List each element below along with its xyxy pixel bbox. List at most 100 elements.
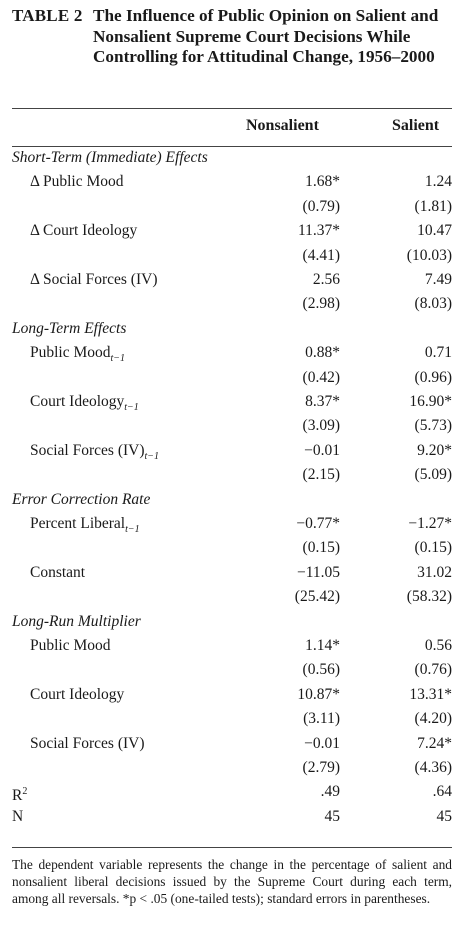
cell-nonsalient: 11.37*: [297, 222, 340, 240]
row-label: Δ Social Forces (IV): [30, 268, 157, 292]
cell-nonsalient: (0.56): [302, 661, 340, 679]
row-label-superscript: 2: [22, 786, 28, 798]
cell-salient: 9.20*: [417, 441, 452, 459]
row-label-subscript: t−1: [144, 450, 160, 462]
cell-nonsalient: 1.68*: [305, 173, 340, 191]
row-label-text: Δ Social Forces (IV): [30, 271, 158, 288]
section-label: Long-Term Effects: [12, 317, 126, 341]
cell-salient: 1.24: [424, 173, 452, 191]
row-label-text: Social Forces (IV): [30, 441, 145, 459]
table-row: Percent Liberalt−1 −0.77* −1.27*: [0, 512, 462, 536]
table-title: The Influence of Public Opinion on Salie…: [93, 6, 439, 66]
table-row: Social Forces (IV)t−1 −0.01 9.20*: [0, 439, 462, 463]
column-header-nonsalient: Nonsalient: [246, 117, 319, 134]
cell-salient: (4.36): [414, 759, 452, 776]
row-label: Percent Liberalt−1: [30, 512, 140, 542]
row-label: Court Ideology: [30, 683, 124, 707]
stderr-row: (0.42) (0.96): [0, 366, 462, 390]
cell-salient: 0.56: [424, 637, 452, 654]
cell-nonsalient: (4.41): [302, 246, 340, 264]
cell-nonsalient: (3.11): [303, 710, 340, 728]
stderr-row: (0.79) (1.81): [0, 195, 462, 219]
cell-nonsalient: (0.42): [302, 368, 340, 386]
row-label: Court Ideologyt−1: [30, 390, 139, 420]
cell-nonsalient: (0.15): [302, 539, 340, 557]
cell-salient: .64: [432, 783, 452, 801]
row-label-subscript: t−1: [124, 402, 139, 414]
cell-salient: (0.76): [414, 661, 452, 679]
section-row: Long-Term Effects: [0, 317, 462, 341]
row-label-text: Public Mood: [30, 637, 111, 654]
table-row: Court Ideology 10.87* 13.31*: [0, 683, 462, 707]
cell-nonsalient: .49: [320, 783, 340, 801]
section-label: Long-Run Multiplier: [12, 610, 141, 634]
row-label-text: Δ Public Mood: [30, 173, 124, 191]
row-label-text: Court Ideology: [30, 393, 125, 410]
row-label: Public Moodt−1: [30, 341, 125, 371]
section-row: Error Correction Rate: [0, 488, 462, 512]
row-label: N: [12, 805, 23, 829]
table-row: Social Forces (IV) −0.01 7.24*: [0, 732, 462, 756]
cell-salient: (5.09): [414, 466, 452, 484]
column-header-salient: Salient: [392, 117, 440, 134]
cell-nonsalient: 8.37*: [305, 393, 340, 410]
cell-nonsalient: 45: [324, 807, 341, 825]
header-rule: [12, 146, 452, 147]
row-label-text: Short-Term (Immediate) Effects: [12, 149, 208, 166]
table-note: The dependent variable represents the ch…: [12, 857, 452, 906]
stderr-row: (2.79) (4.36): [0, 756, 462, 780]
table-label: TABLE 2: [12, 6, 83, 25]
cell-salient: (58.32): [406, 588, 452, 606]
row-label: Public Mood: [30, 634, 111, 658]
cell-nonsalient: 1.14*: [305, 637, 340, 654]
cell-nonsalient: 10.87*: [297, 685, 340, 703]
cell-nonsalient: (3.09): [302, 417, 340, 435]
cell-nonsalient: 2.56: [312, 271, 340, 288]
cell-nonsalient: (2.79): [302, 759, 340, 776]
row-label-text: R: [12, 787, 23, 805]
cell-salient: 16.90*: [409, 393, 452, 410]
table-row: R2 .49 .64: [0, 780, 462, 804]
cell-salient: (1.81): [414, 197, 452, 215]
row-label-text: Δ Court Ideology: [30, 222, 138, 240]
row-label: Constant: [30, 561, 85, 585]
table-row: Δ Public Mood 1.68* 1.24: [0, 170, 462, 194]
cell-salient: 0.71: [424, 344, 452, 362]
cell-salient: 45: [436, 807, 453, 825]
table-row: Public Mood 1.14* 0.56: [0, 634, 462, 658]
table-row: Public Moodt−1 0.88* 0.71: [0, 341, 462, 365]
row-label-text: Long-Run Multiplier: [12, 612, 141, 630]
stderr-row: (0.15) (0.15): [0, 536, 462, 560]
row-label: R2: [12, 780, 27, 808]
row-label: Δ Public Mood: [30, 170, 124, 194]
section-label: Error Correction Rate: [12, 488, 150, 512]
cell-salient: (8.03): [414, 295, 452, 313]
table-row: N 45 45: [0, 805, 462, 829]
row-label-subscript: t−1: [110, 353, 126, 365]
cell-salient: 31.02: [417, 563, 452, 581]
table-row: Δ Court Ideology 11.37* 10.47: [0, 219, 462, 243]
row-label: Δ Court Ideology: [30, 219, 137, 243]
cell-nonsalient: −11.05: [296, 563, 340, 581]
stderr-row: (4.41) (10.03): [0, 244, 462, 268]
cell-salient: 7.24*: [417, 734, 452, 752]
cell-nonsalient: −0.77*: [296, 515, 340, 532]
row-label: Social Forces (IV)t−1: [30, 439, 159, 469]
cell-salient: (4.20): [414, 710, 452, 728]
cell-salient: 7.49: [424, 271, 452, 288]
table-row: Δ Social Forces (IV) 2.56 7.49: [0, 268, 462, 292]
section-row: Long-Run Multiplier: [0, 610, 462, 634]
row-label-text: Percent Liberal: [30, 515, 126, 532]
cell-nonsalient: −0.01: [304, 734, 340, 752]
row-label-text: Constant: [30, 563, 86, 581]
stderr-row: (0.56) (0.76): [0, 658, 462, 682]
cell-nonsalient: −0.01: [304, 441, 340, 459]
row-label: Social Forces (IV): [30, 732, 145, 756]
row-label-text: Error Correction Rate: [12, 490, 151, 508]
cell-salient: 10.47: [417, 222, 452, 240]
cell-nonsalient: (0.79): [302, 197, 340, 215]
cell-nonsalient: 0.88*: [305, 344, 340, 362]
row-label-text: Social Forces (IV): [30, 734, 145, 752]
row-label-text: N: [12, 807, 24, 825]
cell-salient: (5.73): [414, 417, 452, 435]
